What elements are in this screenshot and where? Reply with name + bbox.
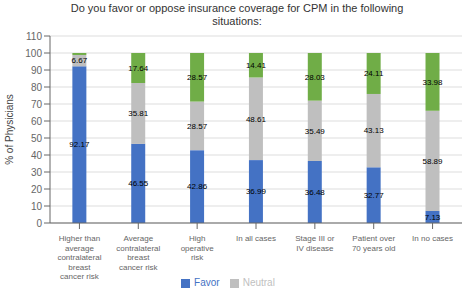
svg-text:28.57: 28.57 xyxy=(187,73,208,82)
svg-text:10: 10 xyxy=(31,201,43,212)
svg-text:50: 50 xyxy=(31,133,43,144)
svg-text:6.67: 6.67 xyxy=(72,56,88,65)
svg-text:80: 80 xyxy=(31,82,43,93)
svg-text:28.03: 28.03 xyxy=(305,73,326,82)
svg-text:92.17: 92.17 xyxy=(69,140,90,149)
svg-text:0: 0 xyxy=(36,218,42,229)
svg-text:42.86: 42.86 xyxy=(187,182,208,191)
html-text:Do you favor or oppose insuran: Do you favor or oppose insurance coverag… xyxy=(70,2,404,27)
svg-text:43.13: 43.13 xyxy=(364,126,385,135)
svg-text:17.64: 17.64 xyxy=(128,64,149,73)
svg-text:Highoperativerisk: Highoperativerisk xyxy=(181,234,214,262)
svg-text:40: 40 xyxy=(31,150,43,161)
svg-text:70: 70 xyxy=(31,99,43,110)
svg-text:Patient over70 years old: Patient over70 years old xyxy=(352,234,396,253)
svg-text:36.48: 36.48 xyxy=(305,188,326,197)
svg-text:48.61: 48.61 xyxy=(246,115,267,124)
svg-text:58.89: 58.89 xyxy=(422,157,443,166)
svg-text:14.41: 14.41 xyxy=(246,61,267,70)
svg-text:Stage III orIV disease: Stage III orIV disease xyxy=(295,234,334,253)
svg-text:46.55: 46.55 xyxy=(128,179,149,188)
svg-text:In no cases: In no cases xyxy=(412,234,453,243)
svg-text:90: 90 xyxy=(31,65,43,76)
svg-text:60: 60 xyxy=(31,116,43,127)
svg-text:24.11: 24.11 xyxy=(364,69,384,78)
svg-text:36.99: 36.99 xyxy=(246,187,267,196)
svg-text:Higher thanaveragecontralatera: Higher thanaveragecontralateralbreastcan… xyxy=(57,234,101,281)
svg-text:35.81: 35.81 xyxy=(128,109,149,118)
svg-text:7.13: 7.13 xyxy=(425,213,441,222)
svg-text:30: 30 xyxy=(31,167,43,178)
svg-text:100: 100 xyxy=(25,48,42,59)
svg-text:110: 110 xyxy=(26,31,42,42)
svg-text:35.49: 35.49 xyxy=(305,127,326,136)
html-text:Favor: Favor xyxy=(194,277,220,288)
svg-text:28.57: 28.57 xyxy=(187,122,208,131)
svg-text:Averagecontralateralbreastcanc: Averagecontralateralbreastcancer risk xyxy=(116,234,160,272)
svg-text:32.77: 32.77 xyxy=(364,191,385,200)
svg-text:In all cases: In all cases xyxy=(236,234,276,243)
svg-text:20: 20 xyxy=(31,184,43,195)
svg-text:% of Physicians: % of Physicians xyxy=(8,94,15,165)
svg-text:33.98: 33.98 xyxy=(422,78,443,87)
html-text:Neutral: Neutral xyxy=(242,277,275,288)
